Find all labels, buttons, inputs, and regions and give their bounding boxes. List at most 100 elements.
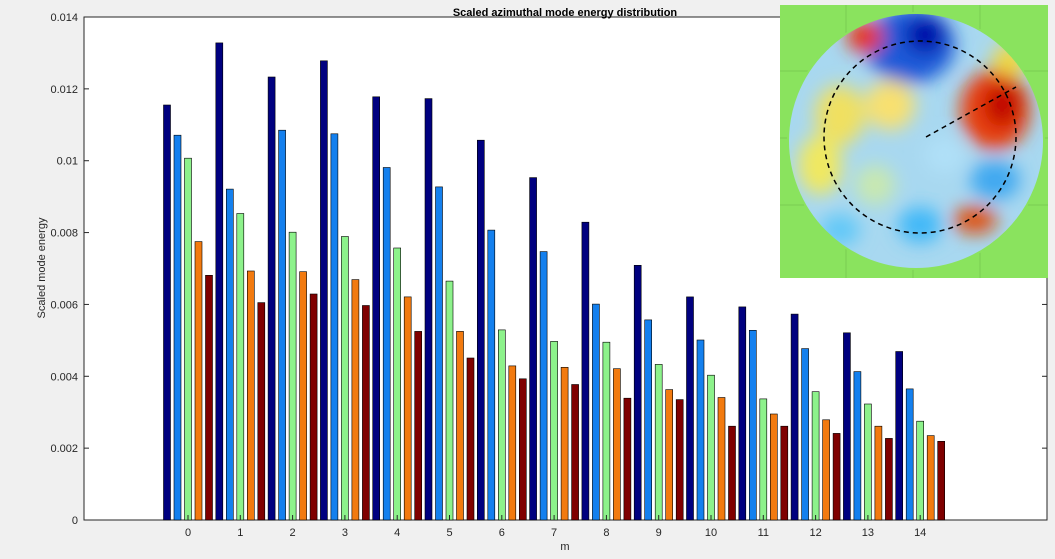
bar-s3-m14 xyxy=(926,435,935,521)
inset-dashed-circle xyxy=(823,40,1017,234)
bar-s1-m6 xyxy=(487,229,496,521)
bar-s4-m7 xyxy=(571,384,579,521)
bar-s2-m7 xyxy=(550,341,558,521)
bar-s3-m0 xyxy=(194,241,203,521)
bar-s4-m12 xyxy=(832,433,841,521)
bar-s4-m8 xyxy=(623,397,632,521)
bar-s1-m12 xyxy=(801,348,809,521)
bar-s1-m4 xyxy=(382,167,391,521)
bar-s4-m0 xyxy=(205,274,213,521)
bar-s0-m11 xyxy=(738,306,747,521)
bar-s0-m0 xyxy=(163,104,171,521)
bar-s2-m4 xyxy=(393,247,402,521)
bar-s0-m1 xyxy=(215,42,224,521)
bar-s0-m6 xyxy=(476,139,485,521)
bar-s4-m3 xyxy=(362,305,370,521)
y-tick-label: 0.002 xyxy=(50,443,78,455)
bar-s1-m3 xyxy=(330,133,339,521)
bar-s2-m5 xyxy=(445,280,454,521)
bar-s0-m4 xyxy=(372,96,381,521)
bar-s0-m9 xyxy=(633,264,642,521)
bar-s2-m13 xyxy=(864,403,872,521)
bar-s1-m8 xyxy=(592,303,600,521)
bar-s2-m10 xyxy=(707,374,715,521)
y-tick-label: 0.012 xyxy=(50,84,78,96)
bar-s3-m11 xyxy=(769,413,778,521)
bar-s1-m9 xyxy=(644,319,653,521)
bar-s3-m12 xyxy=(822,419,830,521)
bar-s3-m10 xyxy=(717,397,726,521)
bar-s0-m10 xyxy=(686,296,694,521)
x-tick-label: 0 xyxy=(185,527,191,539)
bar-s2-m0 xyxy=(184,157,192,521)
bar-s2-m12 xyxy=(811,391,820,521)
bar-s4-m4 xyxy=(414,331,423,521)
bar-s0-m13 xyxy=(843,332,851,521)
x-tick-label: 4 xyxy=(394,527,400,539)
bar-s1-m7 xyxy=(539,251,548,521)
bar-s4-m10 xyxy=(728,425,736,521)
bar-s2-m6 xyxy=(497,329,506,521)
bar-s3-m6 xyxy=(508,365,517,521)
bar-s3-m5 xyxy=(456,331,464,521)
x-tick-label: 9 xyxy=(656,527,662,539)
bar-s0-m2 xyxy=(267,76,276,521)
x-axis-label: m xyxy=(560,541,569,553)
x-tick-label: 13 xyxy=(862,527,874,539)
x-tick-label: 10 xyxy=(705,527,717,539)
bar-s1-m1 xyxy=(226,188,234,521)
bar-s3-m2 xyxy=(299,271,307,521)
bar-s4-m5 xyxy=(466,357,475,521)
bar-s1-m0 xyxy=(173,134,182,521)
bar-s3-m4 xyxy=(403,296,412,521)
bar-s3-m9 xyxy=(665,389,674,521)
bar-s3-m1 xyxy=(247,270,255,521)
bar-s1-m2 xyxy=(278,129,286,521)
y-tick-label: 0.01 xyxy=(57,156,78,168)
bar-s2-m8 xyxy=(602,341,611,521)
inset-heatmap xyxy=(780,5,1048,278)
bar-s0-m8 xyxy=(581,221,590,521)
bar-s4-m6 xyxy=(518,378,527,521)
bar-s2-m9 xyxy=(654,364,663,521)
bar-s0-m5 xyxy=(424,98,433,521)
y-axis-label: Scaled mode energy xyxy=(36,217,48,318)
y-tick-label: 0 xyxy=(72,515,78,527)
bar-s2-m3 xyxy=(341,236,349,521)
bar-s1-m10 xyxy=(696,339,705,521)
x-tick-label: 11 xyxy=(758,527,769,539)
x-tick-label: 6 xyxy=(499,527,505,539)
x-tick-label: 7 xyxy=(551,527,557,539)
y-tick-label: 0.008 xyxy=(50,228,78,240)
bar-s3-m13 xyxy=(874,425,883,521)
y-tick-label: 0.004 xyxy=(50,371,78,383)
x-tick-label: 8 xyxy=(603,527,609,539)
bar-s4-m13 xyxy=(885,438,893,521)
bar-s1-m13 xyxy=(853,371,862,521)
bar-s1-m5 xyxy=(435,186,443,521)
chart-title: Scaled azimuthal mode energy distributio… xyxy=(453,7,678,19)
bar-s4-m11 xyxy=(780,425,789,521)
bar-s0-m7 xyxy=(529,177,537,521)
bar-s4-m9 xyxy=(675,399,684,521)
y-tick-label: 0.014 xyxy=(50,12,78,24)
bar-s0-m3 xyxy=(320,60,328,521)
bar-s0-m14 xyxy=(895,351,904,521)
x-tick-label: 12 xyxy=(809,527,821,539)
x-tick-label: 3 xyxy=(342,527,348,539)
y-tick-label: 0.006 xyxy=(50,299,78,311)
bars-layer xyxy=(163,42,946,521)
bar-s4-m14 xyxy=(937,440,946,521)
inset-disk-edge xyxy=(787,12,1045,270)
bar-s1-m14 xyxy=(905,388,914,521)
bar-s2-m11 xyxy=(759,398,768,521)
inset-radial-line xyxy=(925,86,1017,138)
bar-s0-m12 xyxy=(790,313,799,521)
bar-s1-m11 xyxy=(748,329,757,521)
x-tick-label: 2 xyxy=(290,527,296,539)
bar-s2-m2 xyxy=(288,231,297,521)
bar-s3-m8 xyxy=(613,368,621,521)
bar-s2-m1 xyxy=(236,213,245,521)
x-tick-label: 5 xyxy=(446,527,452,539)
